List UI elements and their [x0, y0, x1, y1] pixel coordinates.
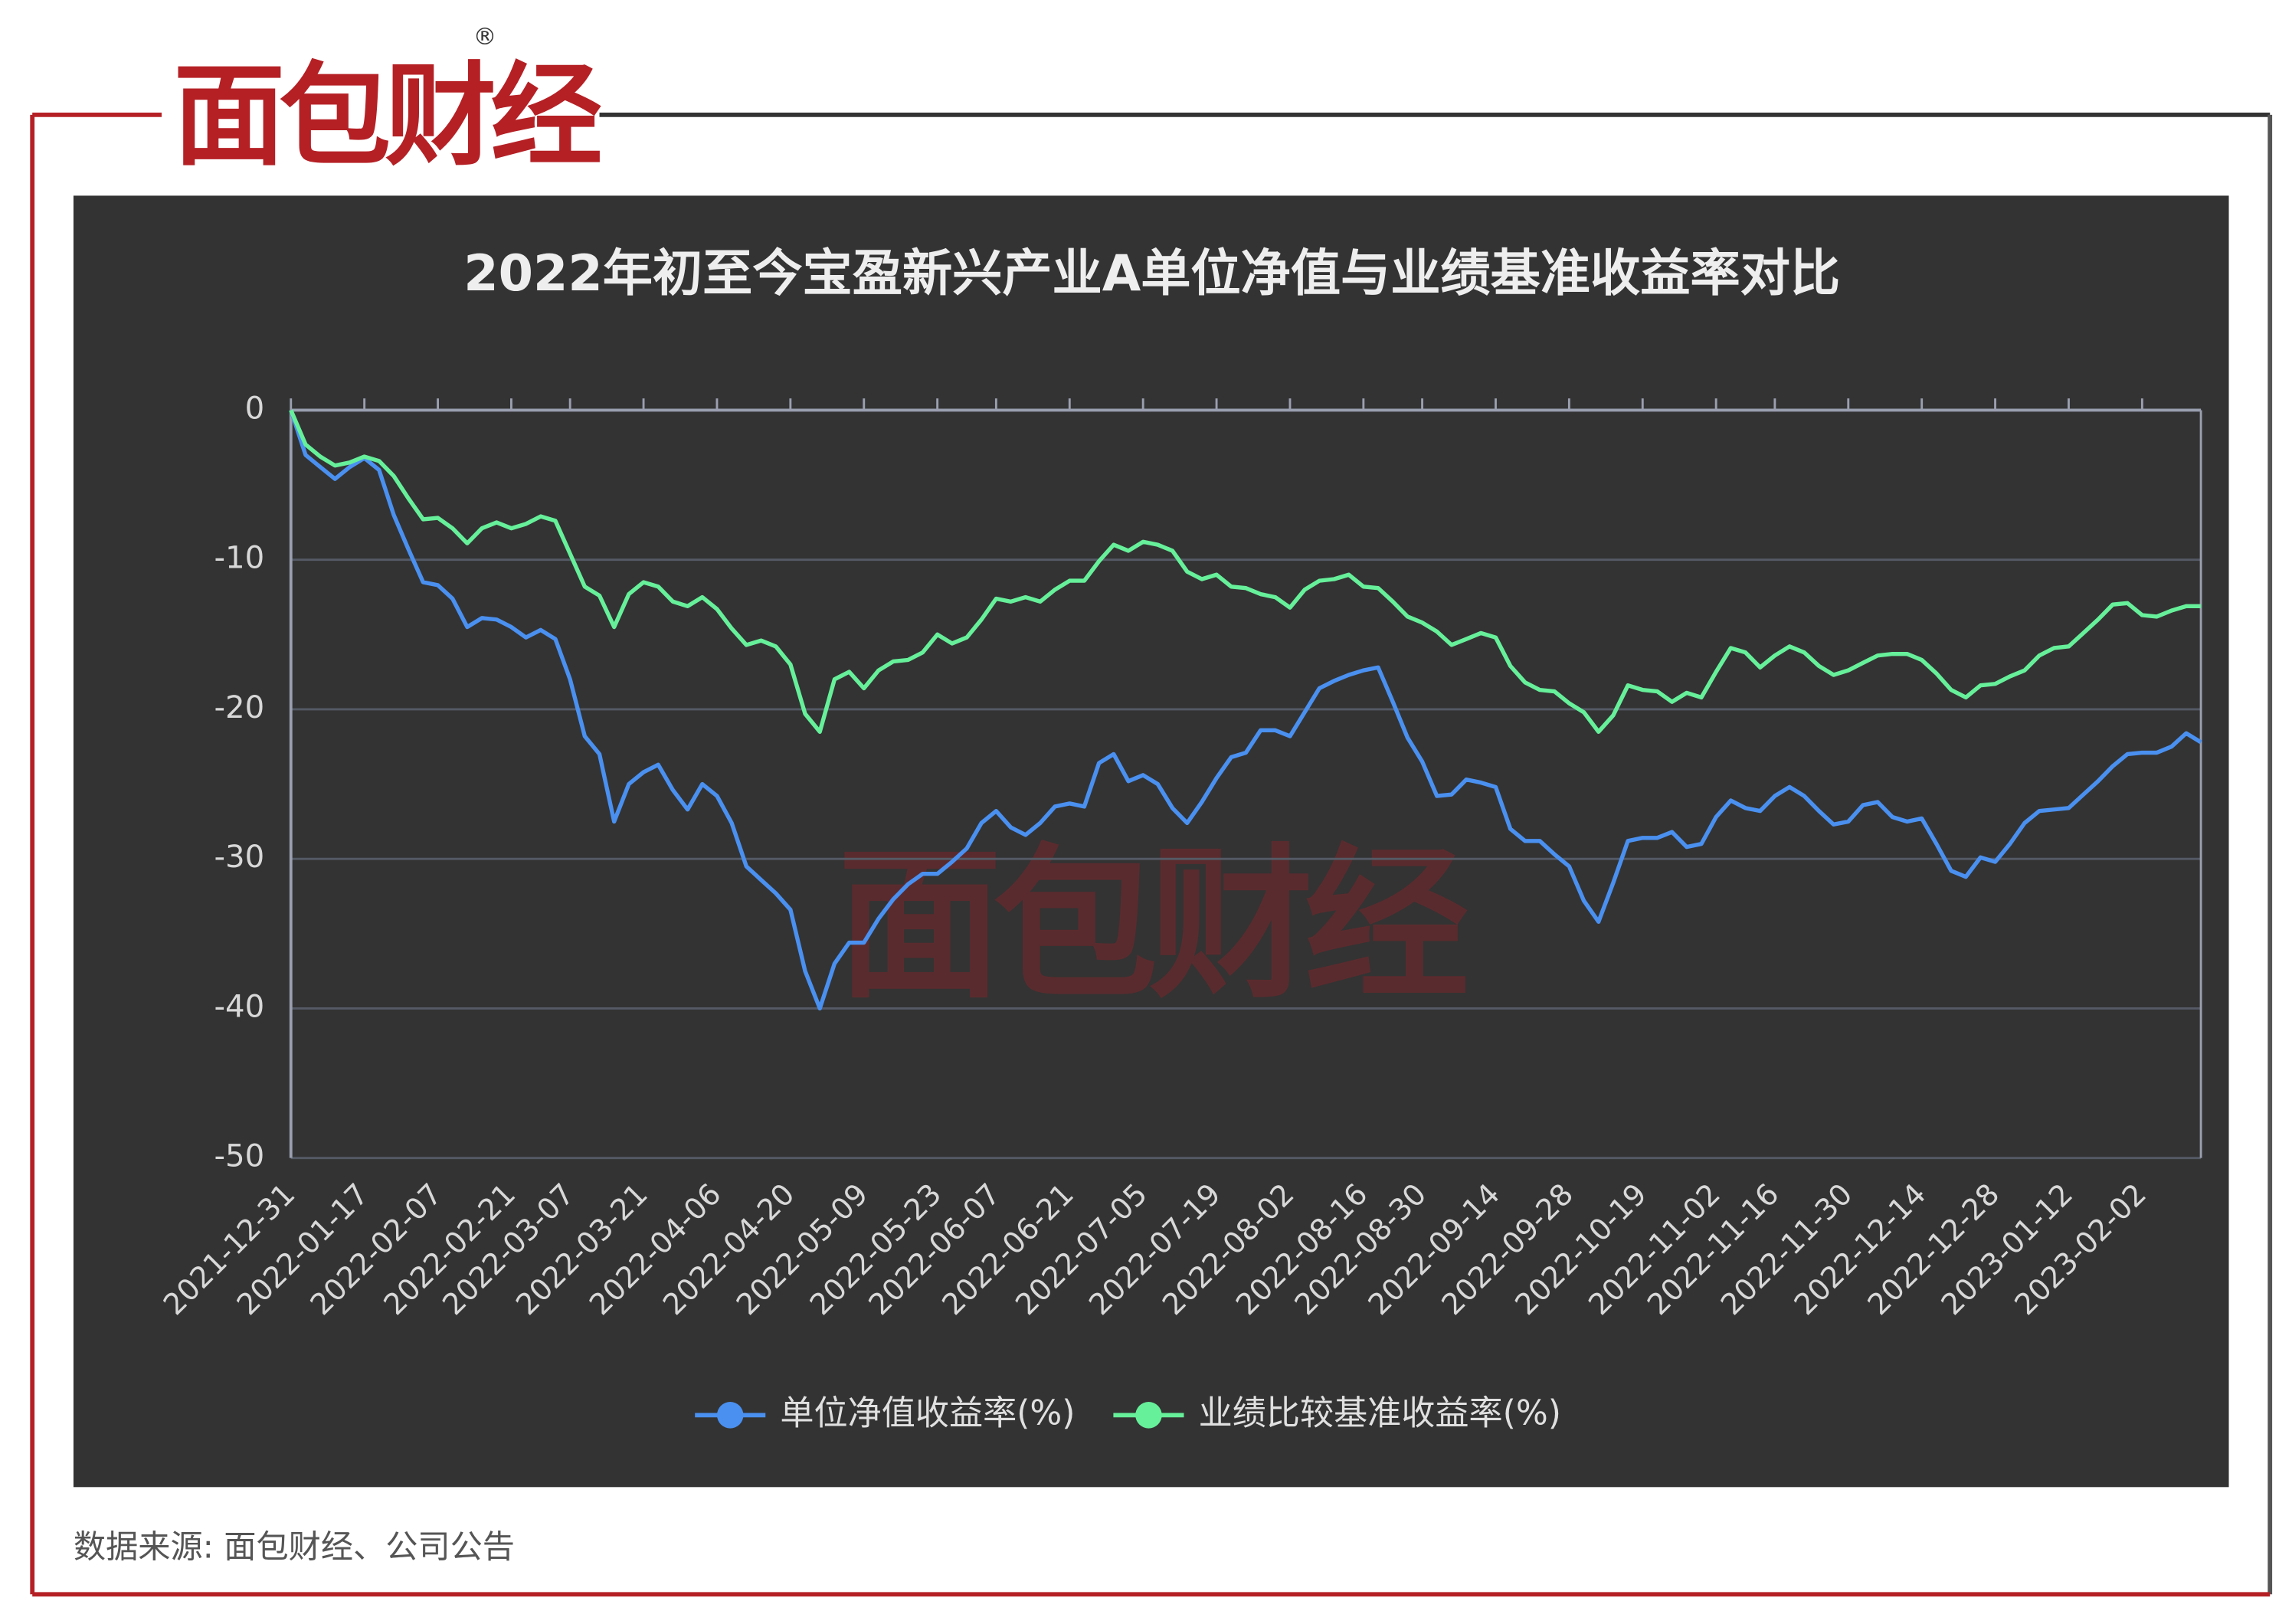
- y-tick-label: 0: [245, 391, 265, 426]
- series-line: [289, 409, 2202, 734]
- watermark: 面包财经: [837, 830, 1468, 1021]
- legend-marker: [716, 1402, 744, 1429]
- logo: 面包财经: [173, 52, 601, 182]
- y-tick-label: -10: [214, 541, 264, 576]
- source-note: 数据来源: 面包财经、公司公告: [74, 1527, 515, 1565]
- legend-label: 业绩比较基准收益率(%): [1199, 1393, 1561, 1432]
- legend-marker: [1135, 1402, 1162, 1429]
- series-line: [289, 409, 2202, 1011]
- logo-mark: ®: [473, 24, 497, 51]
- y-tick-label: -30: [214, 840, 264, 875]
- chart-title: 2022年初至今宝盈新兴产业A单位净值与业绩基准收益率对比: [463, 244, 1840, 303]
- y-tick-label: -40: [214, 989, 264, 1024]
- y-tick-label: -20: [214, 690, 264, 725]
- y-tick-label: -50: [214, 1139, 264, 1174]
- legend-label: 单位净值收益率(%): [780, 1393, 1075, 1432]
